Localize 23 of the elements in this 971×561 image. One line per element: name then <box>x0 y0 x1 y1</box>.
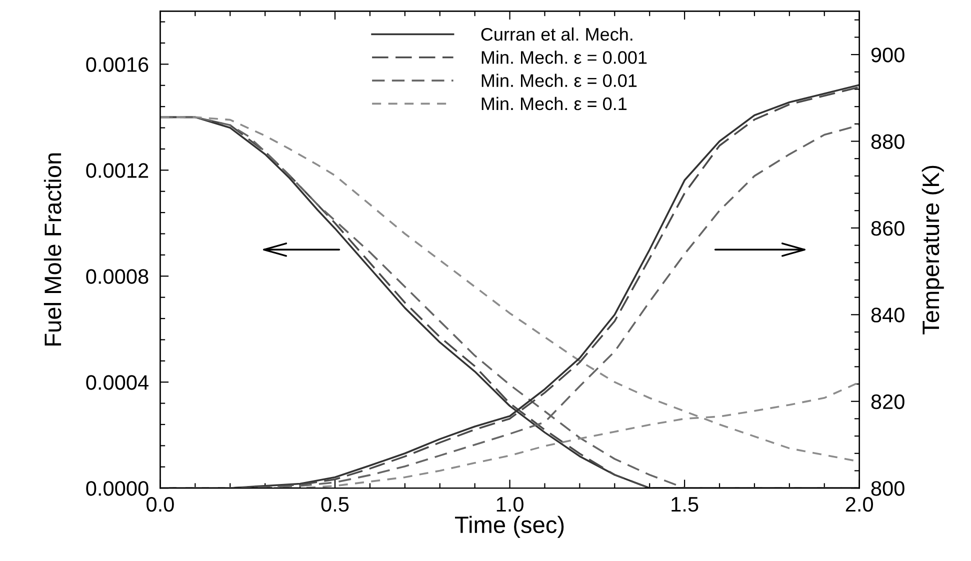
legend-label: Min. Mech. ε = 0.1 <box>482 96 627 110</box>
y2-tick-label: 900 <box>871 48 904 62</box>
y-tick-label: 0.0012 <box>86 163 148 178</box>
legend-label: Curran et al. Mech. <box>481 27 632 41</box>
x-tick-label: 1.5 <box>672 497 698 512</box>
y2-tick-label: 800 <box>871 481 904 496</box>
y2-axis-title: Temperature (K) <box>922 166 944 334</box>
x-tick-label: 0.5 <box>321 496 349 512</box>
x-tick-label: 2.0 <box>846 496 873 512</box>
legend-label: Min. Mech. ε = 0.01 <box>482 74 637 88</box>
y2-tick-label: 880 <box>871 134 904 150</box>
y-tick-label: 0.0016 <box>86 57 148 72</box>
y2-tick-label: 840 <box>871 308 904 322</box>
y2-tick-label: 860 <box>871 220 904 236</box>
y-axis-title: Fuel Mole Fraction <box>44 153 62 346</box>
y-tick-label: 0.0008 <box>86 269 148 284</box>
y-tick-label: 0.0000 <box>86 481 148 496</box>
x-axis-title: Time (sec) <box>455 516 564 538</box>
x-tick-label: 1.0 <box>496 496 524 512</box>
y2-tick-label: 820 <box>871 394 904 410</box>
x-tick-label: 0.0 <box>146 496 174 512</box>
y-tick-label: 0.0004 <box>86 375 148 390</box>
legend-label: Min. Mech. ε = 0.001 <box>482 50 647 64</box>
